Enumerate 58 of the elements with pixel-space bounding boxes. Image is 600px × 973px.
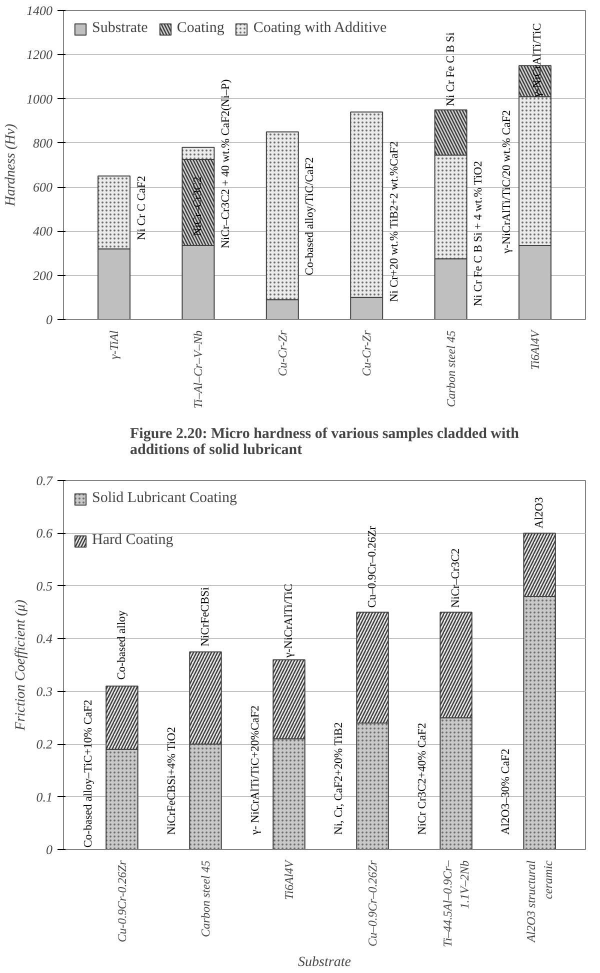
annotation: Ni Cr Fe C B Si xyxy=(444,32,457,106)
y-axis-title: Friction Coefficient (μ) xyxy=(13,599,28,732)
y-tick-label: 1000 xyxy=(26,91,53,106)
x-tick-label: Ti–Al–Cr–V–Nb xyxy=(191,330,206,409)
x-tick-label: Ti–44.5Al–0.9Cr–1.1V–2Nb xyxy=(440,860,472,948)
y-tick-label: 0.1 xyxy=(36,789,52,804)
annotation: NiCrFeCBSi xyxy=(199,587,212,647)
annotation: Co-based alloy–TiC+10% CaF2 xyxy=(82,700,95,848)
annotation: Al2O3 xyxy=(534,496,546,528)
legend-label: Coating xyxy=(176,20,224,37)
x-tick-label: Carbon steel 45 xyxy=(444,330,458,408)
legend-label: Substrate xyxy=(92,20,148,37)
legend-label: Coating with Additive xyxy=(253,20,387,37)
x-tick-label: Cu-0.9Cr-0.26Zr xyxy=(114,860,129,942)
annotation: Ni Cr+20 wt.% TiB2+2 wt.%CaF2 xyxy=(388,141,400,302)
y-tick-label: 0.5 xyxy=(36,578,53,594)
y-tick-label: 0 xyxy=(46,312,53,327)
y-tick-label: 1200 xyxy=(26,47,53,62)
x-tick-label: Cu-Cr-Zr xyxy=(360,330,374,376)
annotation: Co-based alloy/TiC/CaF2 xyxy=(304,156,316,276)
annotation: NiCr–Cr3C2 + 40 wt.% CaF2(Ni–P) xyxy=(220,79,232,248)
annotation: γ-NiCrAlTi/TiC xyxy=(532,22,544,98)
annotation: Al2O3–30% CaF2 xyxy=(500,748,512,835)
annotation: NiCr Cr3C2+40% CaF2 xyxy=(416,722,429,835)
y-tick-label: 0 xyxy=(46,842,53,857)
y-tick-label: 0.4 xyxy=(36,631,53,646)
annotation: NiCrFeCBSi+4% TiO2 xyxy=(166,726,178,835)
annotation: Co-based alloy xyxy=(116,610,128,680)
legend-label: Hard Coating xyxy=(92,532,174,549)
x-tick-label: γ-TiAl xyxy=(107,330,122,360)
y-tick-label: 200 xyxy=(33,268,53,283)
caption: Figure 2.20: Micro hardness of various samples cladded with additions of solid lubricant xyxy=(130,426,520,458)
annotation: Ni Cr Fe C B Si + 4 wt.% TiO2 xyxy=(472,160,485,306)
annotation: NiCr–Cr3C2 xyxy=(192,176,204,236)
annotation: γ- NiCrAlTi/TiC+20%CaF2 xyxy=(250,705,262,836)
y-tick-label: 0.3 xyxy=(36,684,53,699)
annotation: Cu–0.9Cr–0.26Zr xyxy=(366,526,379,608)
x-tick-label: Ti6Al4V xyxy=(282,858,296,900)
annotation: γ-NiCrAlTi/TiC xyxy=(283,583,296,659)
legend-label: Solid Lubricant Coating xyxy=(92,490,237,507)
annotation: NiCr–Cr3C2 xyxy=(450,548,462,608)
x-tick-label: Ti6Al4V xyxy=(528,328,542,370)
annotation: γ-NiCrAlTi/TiC/20 wt.% CaF2 xyxy=(501,110,514,254)
annotation: Ni Cr C CaF2 xyxy=(136,176,148,240)
y-axis-title: Hardness (Hv) xyxy=(4,124,18,208)
x-tick-label: Al2O3 structural ceramic xyxy=(524,860,555,944)
y-tick-label: 0.6 xyxy=(36,526,53,541)
annotation: Ni, Cr, CaF2+20% TiB2 xyxy=(333,722,346,835)
x-tick-label: Cu-Cr-Zr xyxy=(275,330,290,376)
x-tick-label: Cu–0.9Cr–0.26Zr xyxy=(366,860,380,947)
y-tick-label: 800 xyxy=(33,135,53,150)
x-tick-label: Carbon steel 45 xyxy=(198,860,212,938)
y-tick-label: 0.2 xyxy=(36,736,53,752)
y-tick-label: 600 xyxy=(33,180,53,195)
x-axis-title: Substrate xyxy=(298,955,351,970)
y-tick-label: 400 xyxy=(33,224,53,239)
y-tick-label: 0.7 xyxy=(36,473,53,488)
y-tick-label: 1400 xyxy=(26,3,53,18)
